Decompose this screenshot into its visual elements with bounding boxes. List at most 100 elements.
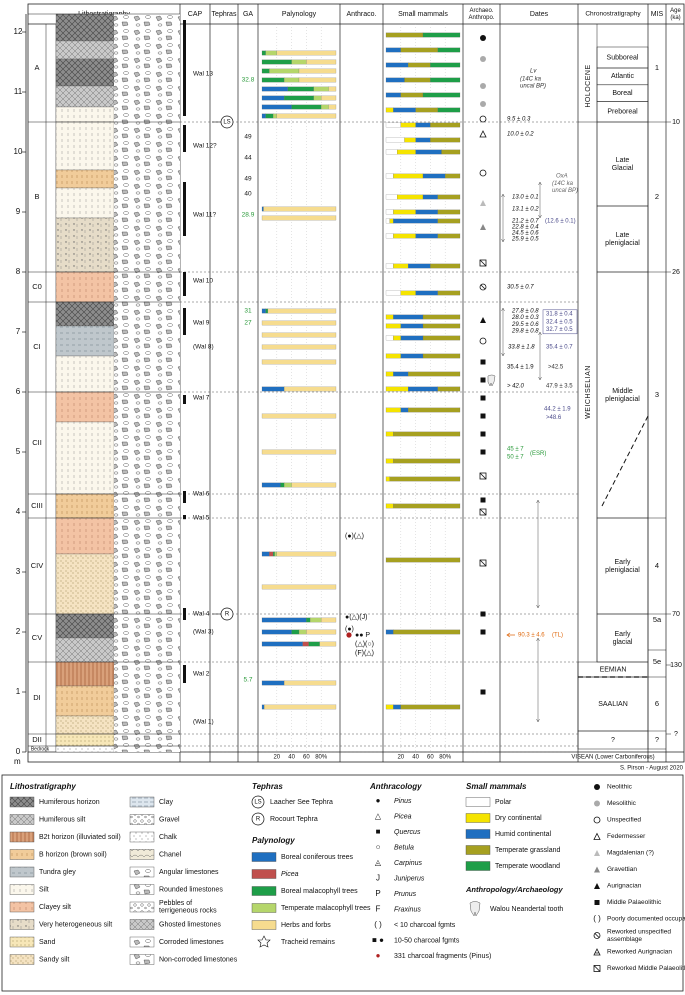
stacked-segment <box>291 482 337 488</box>
legend-label: < 10 charcoal fgmts <box>394 922 456 929</box>
stacked-segment <box>422 323 461 329</box>
date-label: 44.2 ± 1.9 <box>544 406 571 412</box>
stacked-segment <box>261 59 292 65</box>
column-header: Age <box>670 8 681 14</box>
legend-label: assemblage <box>607 936 642 943</box>
stacked-segment <box>265 308 269 314</box>
date-label: 27.8 ± 0.8 <box>511 309 539 315</box>
stacked-segment <box>393 107 416 113</box>
stacked-segment <box>298 629 307 635</box>
legend-swatch <box>465 813 491 823</box>
legend-swatch <box>251 869 277 879</box>
legend-symbol <box>594 900 600 905</box>
cap-label: Wal 7 <box>193 395 210 402</box>
stacked-segment <box>437 233 461 239</box>
mis-label: 3 <box>655 390 659 399</box>
legend-swatch <box>129 936 155 948</box>
legend-label: Humiferous silt <box>39 816 85 823</box>
legend-label: Pinus <box>394 798 412 805</box>
legend-swatch <box>9 954 35 965</box>
stacked-segment <box>261 482 281 488</box>
mis-label: ? <box>655 735 659 744</box>
legend-label: Temperate woodland <box>495 863 560 870</box>
stacked-segment <box>400 335 424 341</box>
stacked-segment <box>397 149 416 155</box>
stacked-segment <box>437 386 461 392</box>
stacked-segment <box>306 617 311 623</box>
stacked-segment <box>385 149 398 155</box>
legend-swatch <box>129 901 155 913</box>
chrono-stage-label: glacial <box>613 639 633 646</box>
stacked-segment <box>276 551 337 557</box>
legend-label: Prunus <box>394 891 417 898</box>
legend-swatch <box>129 884 155 895</box>
cap-bar <box>183 272 186 296</box>
stacked-segment <box>261 680 285 686</box>
stacked-segment <box>385 62 409 68</box>
litho-layer <box>55 685 115 717</box>
stacked-segment <box>422 335 461 341</box>
stacked-segment <box>385 209 394 215</box>
stacked-segment <box>430 122 461 128</box>
anthraco-entry: (●) <box>345 626 354 633</box>
stacked-segment <box>261 104 292 110</box>
legend-swatch <box>9 884 35 895</box>
litho-layer <box>55 187 115 219</box>
stacked-segment <box>385 557 461 563</box>
stacked-segment <box>261 320 337 326</box>
column-header: Anthraco. <box>347 11 377 18</box>
depth-tick-label: 6 <box>16 387 21 396</box>
legend-swatch <box>9 814 35 825</box>
legend-title: Anthracology <box>369 782 422 791</box>
stacked-segment <box>261 86 288 92</box>
column-header: (ka) <box>670 15 680 21</box>
stacked-segment <box>385 194 398 200</box>
stacked-segment <box>261 413 337 419</box>
cap-label: Wal 9 <box>193 320 210 327</box>
stacked-segment <box>393 431 461 437</box>
column-header: MIS <box>651 11 664 18</box>
stacked-segment <box>310 617 322 623</box>
stacked-segment <box>422 92 461 98</box>
archaeo-symbol <box>480 449 486 455</box>
stacked-segment <box>408 386 438 392</box>
stacked-segment <box>408 263 431 269</box>
legend-label: Silt <box>39 886 49 893</box>
stacked-segment <box>280 482 285 488</box>
stacked-segment <box>273 551 275 557</box>
archaeo-symbol <box>480 359 486 365</box>
legend-symbol <box>594 800 600 807</box>
date-label: uncal BP) <box>552 188 578 194</box>
depth-tick-label: 7 <box>16 327 21 336</box>
litho-layer <box>55 121 115 171</box>
stacked-segment <box>415 290 438 296</box>
legend-symbol: ( ) <box>593 914 601 923</box>
chrono-period: HOLOCENE <box>585 64 592 107</box>
legend-symbol: ● <box>376 796 381 805</box>
stacked-segment <box>393 263 409 269</box>
legend-label: Sandy silt <box>39 956 69 963</box>
stacked-segment <box>393 503 461 509</box>
column-header: Tephras <box>212 11 237 18</box>
legend-label: Temperate malacophyll trees <box>281 905 371 912</box>
legend-swatch <box>465 845 491 855</box>
archaeo-symbol <box>480 83 486 89</box>
legend-swatch <box>9 849 35 860</box>
stacked-segment <box>385 386 409 392</box>
cap-label: Wal 6 <box>193 491 210 498</box>
depth-tick-label: 8 <box>16 267 21 276</box>
stacked-segment <box>265 113 274 119</box>
stacked-segment <box>261 50 266 56</box>
unit-label: Bedrock <box>31 746 50 752</box>
stacked-segment <box>437 107 461 113</box>
depth-tick-label: 12 <box>14 27 23 36</box>
legend-label: Boreal coniferous trees <box>281 854 353 861</box>
stacked-segment <box>389 218 394 224</box>
cap-label: Wal 5 <box>193 515 210 522</box>
stacked-segment <box>408 62 431 68</box>
stacked-segment <box>385 353 401 359</box>
stacked-segment <box>306 59 337 65</box>
legend-symbol <box>593 965 601 972</box>
legend-symbol <box>594 784 600 790</box>
stacked-segment <box>261 332 337 338</box>
